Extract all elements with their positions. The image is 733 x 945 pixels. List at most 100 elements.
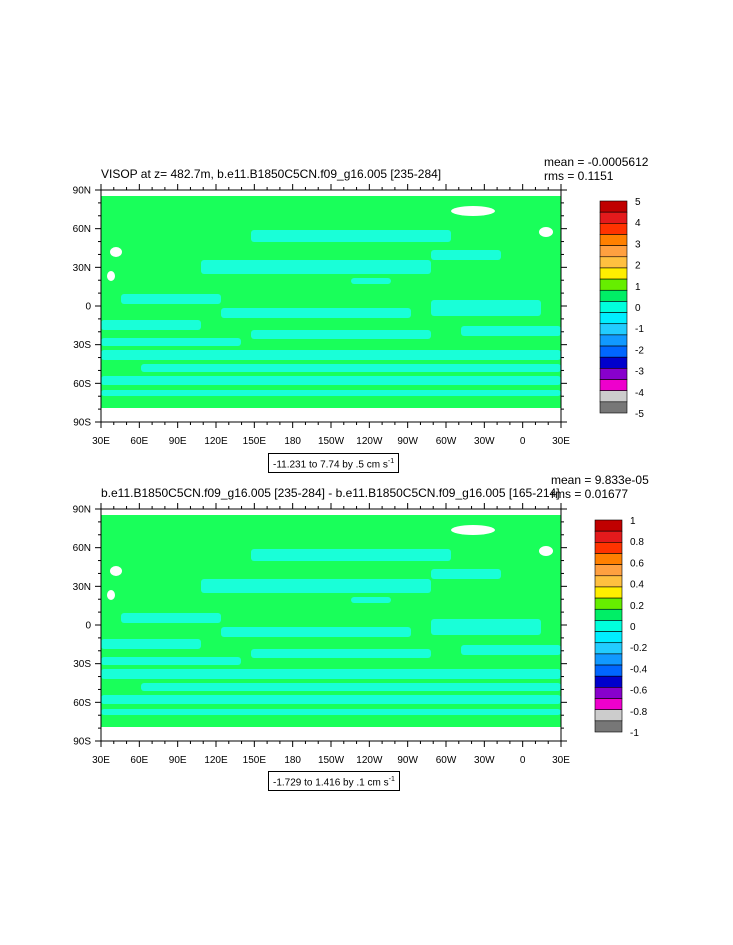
x-tick-label: 150W xyxy=(318,436,345,447)
colorbar-label: 0.6 xyxy=(630,558,644,569)
y-tick-label: 60N xyxy=(73,224,91,235)
field-negative-band xyxy=(121,294,221,304)
x-tick-label: 30E xyxy=(92,755,110,766)
field-negative-band xyxy=(461,645,561,655)
field-negative-band xyxy=(351,597,391,603)
contour-range-box-2: -1.729 to 1.416 by .1 cm s-1 xyxy=(268,771,400,792)
colorbar-swatch xyxy=(594,586,623,599)
island-land xyxy=(539,546,553,556)
x-tick-label: 90E xyxy=(169,436,187,447)
field-negative-band xyxy=(201,260,431,274)
x-tick-label: 0 xyxy=(520,436,526,447)
map-title-2: b.e11.B1850C5CN.f09_g16.005 [235-284] - … xyxy=(101,486,560,500)
field-negative-band xyxy=(461,326,561,336)
colorbar-swatch xyxy=(594,519,623,532)
map-plot-1: 30E 60E 90E 120E 150E 180 150W 120W 90W 60W 30W 0 30… xyxy=(73,184,644,447)
y-tick-label: 30S xyxy=(73,340,91,351)
island-land xyxy=(110,247,122,257)
colorbar-label: -1 xyxy=(630,728,639,739)
field-negative-band xyxy=(101,320,201,330)
x-tick-label: 60E xyxy=(130,436,148,447)
island-land xyxy=(110,566,122,576)
x-tick-label: 90W xyxy=(397,755,418,766)
colorbar-swatch xyxy=(594,709,623,722)
x-tick-label: 30W xyxy=(474,755,495,766)
colorbar-label: -0.8 xyxy=(630,707,648,718)
map-field-2 xyxy=(101,515,561,741)
x-tick-label: 120W xyxy=(356,436,383,447)
field-negative-band xyxy=(221,627,411,637)
field-negative-band xyxy=(141,364,561,372)
x-tick-label: 60W xyxy=(436,755,457,766)
field-negative-band xyxy=(251,330,431,339)
x-tick-label: 120E xyxy=(204,755,228,766)
x-tick-label: 0 xyxy=(520,755,526,766)
contour-range-unit-2: -1 xyxy=(388,776,395,783)
field-negative-band xyxy=(101,376,561,385)
mean-stat-2: mean = 9.833e-05 xyxy=(551,473,649,487)
colorbar-label: -1 xyxy=(635,324,644,335)
colorbar-swatch xyxy=(599,401,628,414)
colorbar-swatch xyxy=(594,631,623,644)
colorbar-swatch xyxy=(594,720,623,733)
greenland-land xyxy=(451,525,495,535)
colorbar-label: 0.2 xyxy=(630,601,644,612)
y-tick-label: 30N xyxy=(73,263,91,274)
contour-range-box-1: -11.231 to 7.74 by .5 cm s-1 xyxy=(268,453,400,474)
colorbar-label: 5 xyxy=(635,197,641,208)
y-tick-label: 60S xyxy=(73,379,91,390)
field-negative-band xyxy=(221,308,411,318)
field-negative-band xyxy=(101,709,561,715)
colorbar-label: -0.4 xyxy=(630,664,648,675)
field-negative-band xyxy=(401,551,451,559)
rms-stat-2: rms = 0.01677 xyxy=(551,487,629,501)
y-tick-label: 60S xyxy=(73,698,91,709)
colorbar-swatch xyxy=(594,687,623,699)
field-negative-band xyxy=(141,683,561,691)
field-negative-band xyxy=(101,639,201,649)
colorbar-swatch xyxy=(594,542,623,554)
greenland-land xyxy=(451,206,495,216)
colorbar-swatch xyxy=(594,698,623,710)
island-land xyxy=(107,271,115,281)
rms-stat-1: rms = 0.1151 xyxy=(544,169,614,183)
field-negative-band xyxy=(201,579,431,593)
x-tick-label: 60W xyxy=(436,436,457,447)
field-negative-band xyxy=(251,230,451,242)
field-negative-band xyxy=(101,657,241,665)
y-tick-label: 90N xyxy=(73,505,91,516)
x-tick-label: 120E xyxy=(204,436,228,447)
x-tick-label: 30W xyxy=(474,436,495,447)
x-tick-label: 150E xyxy=(243,436,267,447)
y-tick-label: 90S xyxy=(73,737,91,748)
map-panel-1: VISOP at z= 482.7m, b.e11.B1850C5CN.f09_… xyxy=(0,0,733,474)
colorbar-swatch xyxy=(594,653,623,666)
colorbar-label: -5 xyxy=(635,409,644,420)
colorbar-label: -0.6 xyxy=(630,686,648,697)
x-tick-label: 180 xyxy=(284,436,301,447)
colorbar-swatch xyxy=(594,530,623,543)
colorbar-swatch xyxy=(594,564,623,577)
colorbar-swatch xyxy=(594,642,623,655)
field-negative-band xyxy=(431,300,541,316)
colorbar-swatch xyxy=(594,664,623,677)
colorbar-swatch xyxy=(594,620,623,632)
x-tick-label: 180 xyxy=(284,755,301,766)
x-tick-label: 90W xyxy=(397,436,418,447)
colorbar-label: 0 xyxy=(630,622,636,633)
x-tick-label: 150E xyxy=(243,755,267,766)
contour-range-label-2: -1.729 to 1.416 by .1 cm s xyxy=(273,777,389,789)
colorbar-label: 0.4 xyxy=(630,580,644,591)
x-tick-label: 30E xyxy=(552,436,570,447)
field-negative-band xyxy=(101,390,561,396)
x-tick-label: 90E xyxy=(169,755,187,766)
colorbar-label: 2 xyxy=(635,261,641,272)
field-negative-band xyxy=(101,350,561,360)
field-negative-band xyxy=(431,569,501,579)
colorbar-swatch xyxy=(594,675,623,688)
field-negative-band xyxy=(101,338,241,346)
y-tick-label: 90N xyxy=(73,186,91,197)
colorbar-label: -2 xyxy=(635,345,644,356)
x-tick-label: 120W xyxy=(356,755,383,766)
